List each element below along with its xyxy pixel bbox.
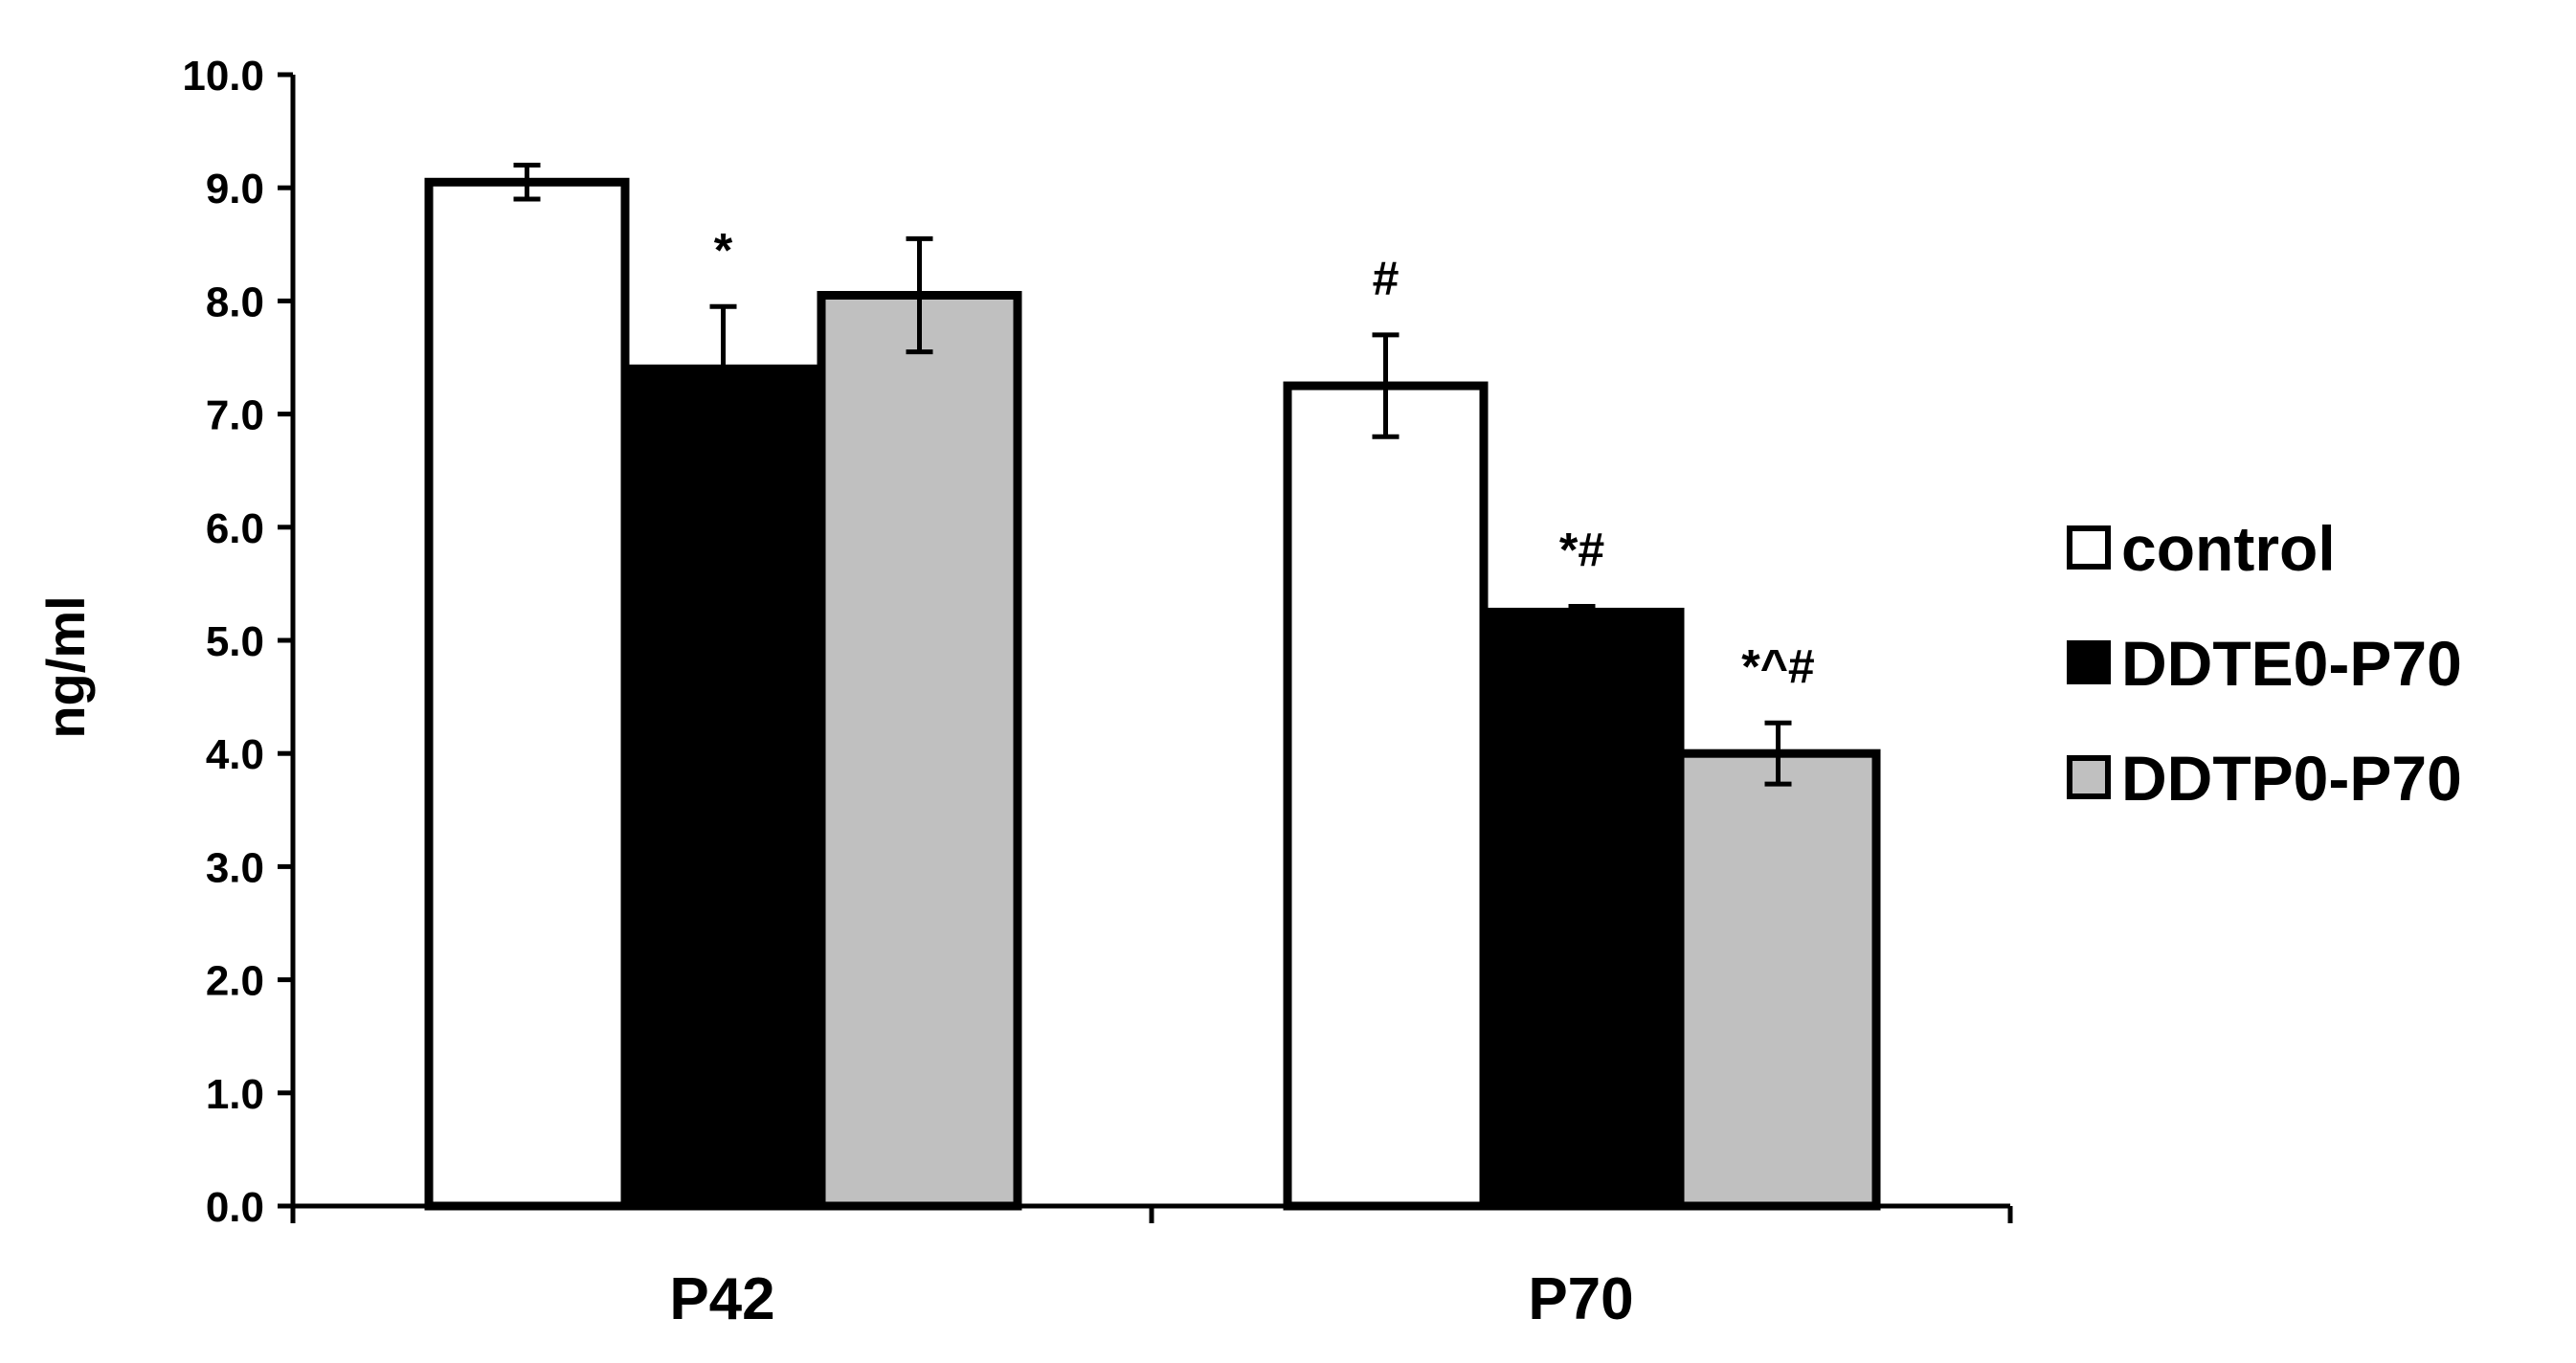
significance-annotations: *#*#*^# (714, 223, 1815, 693)
axes (278, 75, 2013, 1223)
significance-label: *# (1559, 524, 1604, 577)
x-axis-category-labels: P42 P70 (669, 1266, 1633, 1332)
bar-p70-ddte0-p70 (1479, 607, 1685, 1211)
bar-p70-ddtp0-p70 (1675, 749, 1881, 1211)
significance-label: # (1373, 252, 1400, 305)
category-label: P70 (1528, 1266, 1633, 1332)
y-tick-label: 9.0 (206, 166, 264, 212)
legend-swatch (2067, 525, 2111, 570)
y-tick-label: 4.0 (206, 731, 264, 778)
y-axis-ticks: 0.0 1.0 2.0 3.0 4.0 5.0 6.0 7.0 8.0 9.0 10.0 (182, 53, 293, 1231)
y-tick-label: 2.0 (206, 958, 264, 1005)
y-tick-label: 5.0 (206, 618, 264, 665)
bar-p70-control (1283, 381, 1489, 1211)
legend-label: DDTE0-P70 (2121, 628, 2462, 699)
y-tick-label: 0.0 (206, 1184, 264, 1231)
significance-label: * (714, 223, 733, 277)
significance-label: *^# (1741, 639, 1814, 693)
legend: control DDTE0-P70 DDTP0-P70 (2067, 513, 2462, 814)
legend-label: control (2121, 513, 2336, 584)
y-tick-label: 10.0 (182, 53, 264, 100)
bar-p42-control (424, 177, 630, 1211)
y-tick-label: 6.0 (206, 505, 264, 552)
y-axis-title: ng/ml (35, 595, 96, 738)
y-tick-label: 3.0 (206, 844, 264, 891)
legend-swatch (2067, 640, 2111, 684)
bar-p42-ddtp0-p70 (817, 290, 1022, 1211)
category-label: P42 (669, 1266, 774, 1332)
legend-label: DDTP0-P70 (2121, 743, 2462, 814)
y-tick-label: 7.0 (206, 392, 264, 439)
y-tick-label: 8.0 (206, 279, 264, 325)
bars (424, 177, 1881, 1211)
error-bars (513, 163, 1792, 787)
bar-p42-ddte0-p70 (620, 364, 826, 1211)
legend-swatch (2067, 755, 2111, 799)
y-tick-label: 1.0 (206, 1071, 264, 1118)
